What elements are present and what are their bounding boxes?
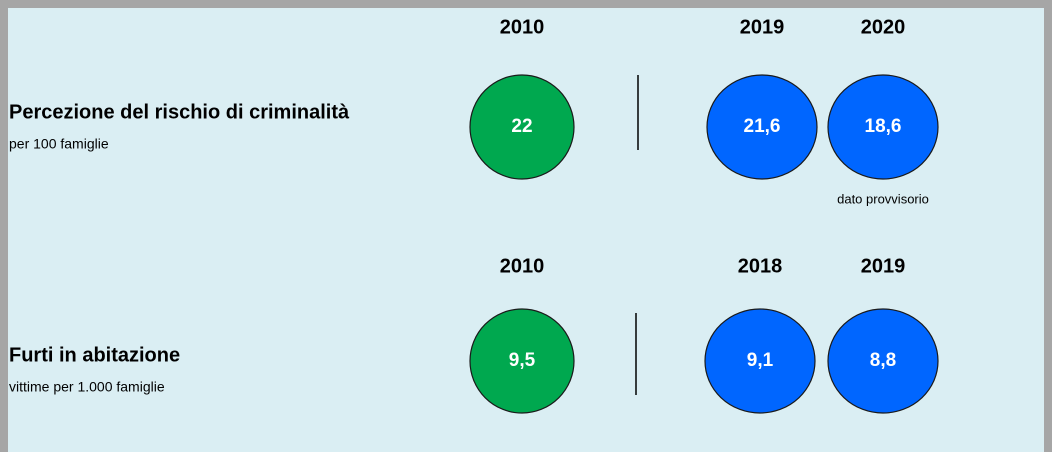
value-label: 9,1 bbox=[747, 350, 774, 371]
value-circle bbox=[704, 308, 816, 414]
value-label: 8,8 bbox=[870, 350, 896, 371]
year-label: 2018 bbox=[738, 255, 783, 277]
value-label: 22 bbox=[511, 116, 532, 137]
year-label: 2020 bbox=[861, 16, 906, 38]
value-circle bbox=[469, 74, 575, 180]
year-label: 2019 bbox=[861, 255, 906, 277]
row-title: Percezione del rischio di criminalità bbox=[9, 101, 350, 123]
value-circle bbox=[706, 74, 818, 180]
row-subtitle: vittime per 1.000 famiglie bbox=[9, 379, 165, 395]
value-circle bbox=[827, 308, 939, 414]
year-label: 2010 bbox=[500, 16, 545, 38]
value-circle bbox=[469, 308, 575, 414]
row-subtitle: per 100 famiglie bbox=[9, 136, 109, 152]
year-label: 2019 bbox=[740, 16, 785, 38]
value-circle bbox=[827, 74, 939, 180]
value-label: 21,6 bbox=[744, 116, 781, 137]
note: dato provvisorio bbox=[837, 191, 929, 206]
year-label: 2010 bbox=[500, 255, 545, 277]
value-label: 9,5 bbox=[509, 350, 536, 371]
value-label: 18,6 bbox=[865, 116, 902, 137]
row-title: Furti in abitazione bbox=[9, 344, 180, 366]
